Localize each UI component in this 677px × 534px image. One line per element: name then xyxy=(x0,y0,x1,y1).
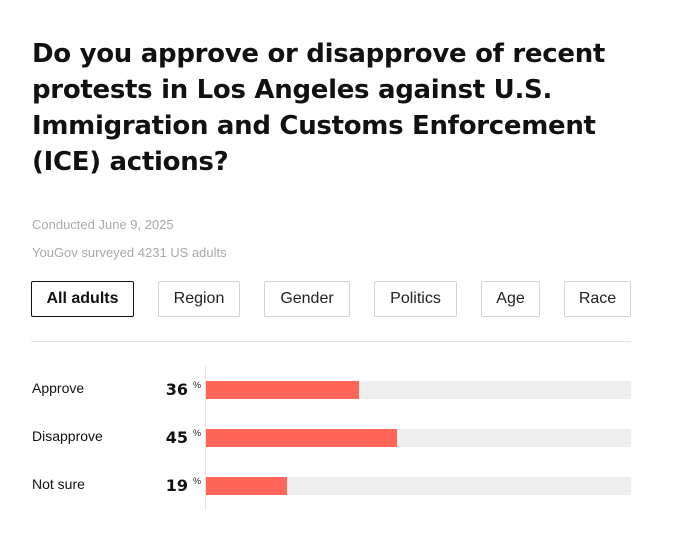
tab-region[interactable]: Region xyxy=(158,281,240,317)
tab-all-adults[interactable]: All adults xyxy=(31,281,134,317)
tab-race[interactable]: Race xyxy=(564,281,631,317)
percent-sign: % xyxy=(193,380,202,390)
category-label-not-sure: Not sure xyxy=(32,476,85,492)
percent-sign: % xyxy=(193,428,202,438)
bar-track xyxy=(206,477,631,495)
chart-axis-line xyxy=(205,366,206,510)
survey-info: YouGov surveyed 4231 US adults xyxy=(32,245,227,260)
percent-sign: % xyxy=(193,476,202,486)
bar-approve xyxy=(206,381,359,399)
conducted-date: Conducted June 9, 2025 xyxy=(32,217,174,232)
divider xyxy=(31,341,631,342)
bar-disapprove xyxy=(206,429,397,447)
page-title: Do you approve or disapprove of recent p… xyxy=(32,39,606,177)
value-label-not-sure: 19 xyxy=(165,476,188,495)
category-label-disapprove: Disapprove xyxy=(32,428,103,444)
filter-tabs: All adults Region Gender Politics Age Ra… xyxy=(31,281,631,317)
tab-politics[interactable]: Politics xyxy=(374,281,457,317)
value-label-disapprove: 45 xyxy=(165,428,188,447)
bar-not-sure xyxy=(206,477,287,495)
value-label-approve: 36 xyxy=(165,380,188,399)
tab-gender[interactable]: Gender xyxy=(264,281,350,317)
tab-age[interactable]: Age xyxy=(481,281,540,317)
category-label-approve: Approve xyxy=(32,380,85,396)
